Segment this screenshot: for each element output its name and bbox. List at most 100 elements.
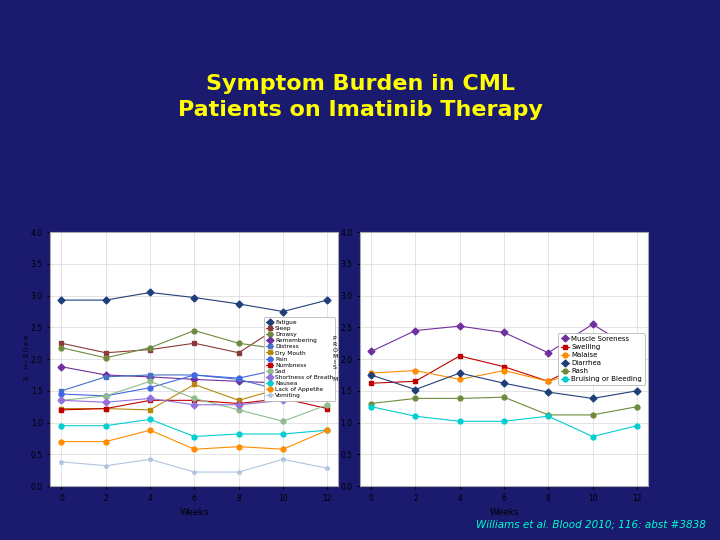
Lack of Appetite <box>235 443 243 450</box>
Muscle Soreness <box>500 329 508 336</box>
Dry Mouth <box>57 406 66 412</box>
Lack of Appetite <box>102 438 110 445</box>
Swelling <box>366 380 375 387</box>
Lack of Appetite <box>279 446 287 453</box>
Sad <box>190 395 199 402</box>
Nausea <box>235 431 243 437</box>
Remembering <box>235 378 243 384</box>
Malaise <box>500 367 508 374</box>
X-axis label: Weeks: Weeks <box>180 508 209 517</box>
Line: Remembering: Remembering <box>59 364 330 386</box>
Numbness <box>57 407 66 413</box>
Line: Distress: Distress <box>59 373 330 393</box>
Bruising or Bleeding <box>544 413 553 420</box>
Text: Symptom Burden in CML
Patients on Imatinib Therapy: Symptom Burden in CML Patients on Imatin… <box>178 74 542 120</box>
Bruising or Bleeding <box>411 413 420 420</box>
Malaise <box>455 376 464 383</box>
Line: Dry Mouth: Dry Mouth <box>59 382 330 413</box>
Dry Mouth <box>190 381 199 388</box>
Fatigue <box>145 289 154 296</box>
Malaise <box>544 378 553 384</box>
Dry Mouth <box>102 406 110 412</box>
Fatigue <box>190 294 199 301</box>
Rash <box>455 395 464 402</box>
Distress <box>235 376 243 383</box>
Bruising or Bleeding <box>588 433 597 440</box>
Lack of Appetite <box>145 427 154 434</box>
Sad <box>102 393 110 399</box>
Malaise <box>411 367 420 374</box>
Diarrhea <box>411 386 420 393</box>
Lack of Appetite <box>57 438 66 445</box>
Malaise <box>588 366 597 372</box>
Line: Sleep: Sleep <box>59 322 330 359</box>
Diarrhea <box>500 380 508 387</box>
Sleep <box>190 340 199 347</box>
Sleep <box>235 349 243 356</box>
Pain <box>57 391 66 397</box>
Sleep <box>102 349 110 356</box>
Bruising or Bleeding <box>500 418 508 424</box>
Rash <box>500 394 508 401</box>
Shortness of Breath <box>235 402 243 408</box>
Line: Vomiting: Vomiting <box>59 457 330 475</box>
Shortness of Breath <box>279 397 287 403</box>
Swelling <box>588 355 597 361</box>
Dry Mouth <box>235 397 243 403</box>
Drowsy <box>323 338 332 345</box>
Remembering <box>190 376 199 383</box>
Pain <box>190 372 199 378</box>
Diarrhea <box>366 372 375 378</box>
Distress <box>57 388 66 394</box>
Vomiting <box>279 456 287 463</box>
Diarrhea <box>544 389 553 395</box>
Bruising or Bleeding <box>633 422 642 429</box>
Diarrhea <box>588 395 597 402</box>
Sleep <box>57 340 66 347</box>
Distress <box>279 388 287 394</box>
Rash <box>588 411 597 418</box>
Swelling <box>455 353 464 359</box>
Lack of Appetite <box>323 427 332 434</box>
Line: Fatigue: Fatigue <box>59 290 330 314</box>
Fatigue <box>279 308 287 315</box>
Nausea <box>190 433 199 440</box>
Text: Williams et al. Blood 2010; 116: abst #3838: Williams et al. Blood 2010; 116: abst #3… <box>476 519 706 529</box>
Sad <box>57 397 66 403</box>
Line: Swelling: Swelling <box>369 354 639 386</box>
Distress <box>190 372 199 378</box>
Nausea <box>145 416 154 423</box>
Malaise <box>366 370 375 376</box>
Drowsy <box>190 327 199 334</box>
Line: Nausea: Nausea <box>59 417 330 439</box>
Drowsy <box>57 345 66 351</box>
Dry Mouth <box>279 384 287 391</box>
Numbness <box>279 395 287 402</box>
Muscle Soreness <box>544 349 553 356</box>
Numbness <box>145 397 154 403</box>
Rash <box>544 411 553 418</box>
Fatigue <box>102 297 110 303</box>
Pain <box>279 366 287 372</box>
Sad <box>145 378 154 384</box>
Line: Malaise: Malaise <box>369 360 639 384</box>
Y-axis label: P
R
O
M
I
S
 
M: P R O M I S M <box>332 336 338 382</box>
Distress <box>102 374 110 380</box>
Vomiting <box>57 458 66 465</box>
Line: Drowsy: Drowsy <box>59 328 330 360</box>
Sad <box>279 418 287 424</box>
Muscle Soreness <box>588 321 597 327</box>
Fatigue <box>323 297 332 303</box>
Drowsy <box>235 340 243 347</box>
Shortness of Breath <box>190 402 199 408</box>
Vomiting <box>190 469 199 475</box>
Y-axis label: P
R
O
M
I
S
 
M: P R O M I S M <box>22 336 28 382</box>
Dry Mouth <box>145 407 154 413</box>
Pain <box>102 393 110 399</box>
Numbness <box>235 400 243 407</box>
Line: Bruising or Bleeding: Bruising or Bleeding <box>369 404 639 439</box>
Remembering <box>279 380 287 387</box>
Remembering <box>102 372 110 378</box>
Shortness of Breath <box>102 399 110 406</box>
Line: Pain: Pain <box>59 360 330 399</box>
